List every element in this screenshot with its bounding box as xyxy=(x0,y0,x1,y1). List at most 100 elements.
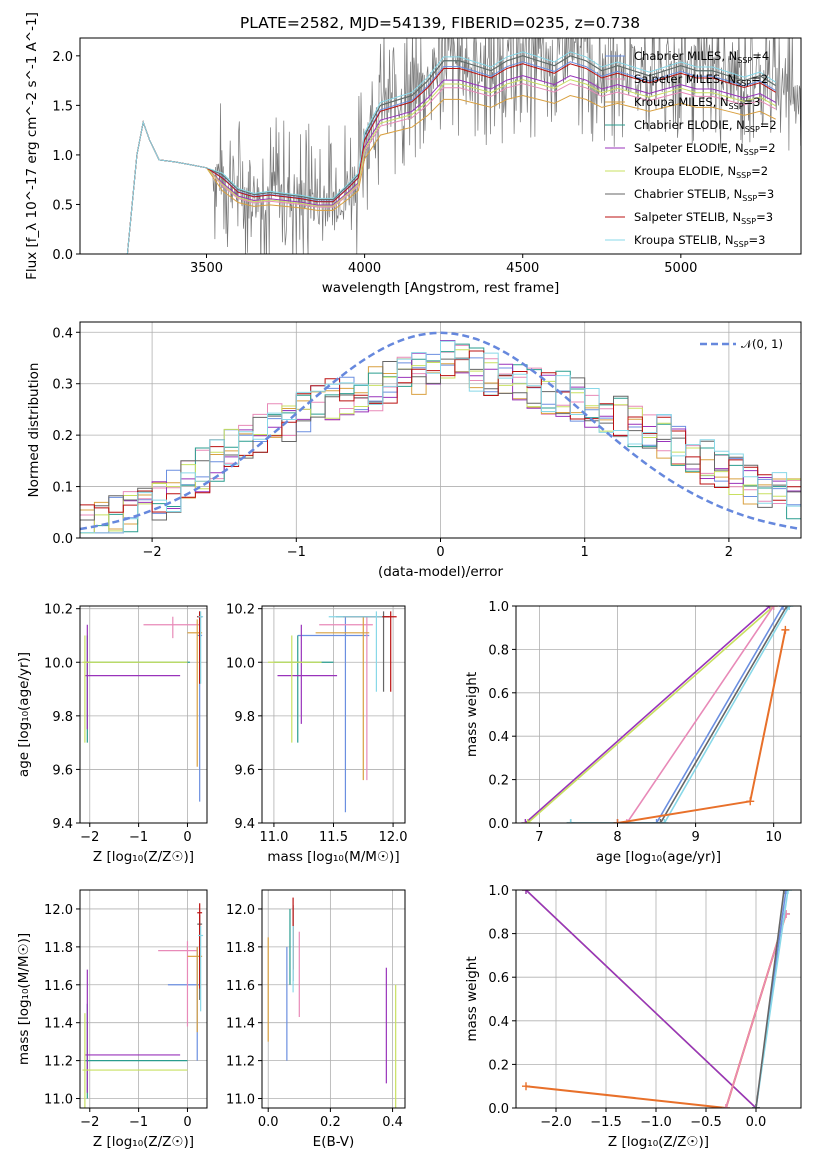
y-tick-label: 11.6 xyxy=(226,979,255,994)
mass_vs_z-plot xyxy=(82,903,204,1108)
y-tick-label: 0.8 xyxy=(488,643,509,658)
weight-marker-kroupa_stelib xyxy=(784,890,792,894)
axes-frame xyxy=(79,889,208,1109)
y-tick-label: 0.3 xyxy=(52,378,73,393)
legend-label-chabrier_miles: Chabrier MILES, NSSP=4 xyxy=(634,49,769,65)
residuals-axes: −2 −1 0 1 2 0.0 0.1 0.2 0.3 0.4 (data-model)/error… xyxy=(26,321,802,580)
y-tick-label: 0.0 xyxy=(488,817,509,832)
x-tick-label: −1.0 xyxy=(640,1115,672,1130)
y-tick-label: 10.0 xyxy=(226,656,255,671)
x-tick-label: −1 xyxy=(287,545,306,560)
x-tick-label: 11.0 xyxy=(259,830,288,845)
histogram-kroupa_stelib xyxy=(80,340,801,534)
x-axis-label: wavelength [Angstrom, rest frame] xyxy=(322,280,560,296)
y-tick-label: 9.4 xyxy=(52,817,73,832)
x-tick-label: −1 xyxy=(129,830,148,845)
y-tick-label: 11.0 xyxy=(226,1093,255,1108)
legend-label-chabrier_stelib: Chabrier STELIB, NSSP=3 xyxy=(634,187,774,203)
x-tick-label: 0.2 xyxy=(320,1115,341,1130)
y-tick-label: 0.0 xyxy=(488,1102,509,1117)
weight-line-orange xyxy=(617,629,787,823)
weight-marker-salpeter_miles xyxy=(622,819,631,823)
weight-marker-chabrier_miles xyxy=(779,606,788,610)
weight-marker-salpeter_miles xyxy=(722,1104,730,1108)
weight-marker-chabrier_miles xyxy=(782,890,790,894)
mass_vs_z-axes: −2 −1 0 11.0 11.2 11.4 11.6 11.8 12.0 Z [log₁₀(Z/… xyxy=(16,889,208,1150)
y-tick-label: 0.8 xyxy=(488,928,509,943)
x-tick-label: 0 xyxy=(183,1115,191,1130)
y-axis-label: age [log₁₀(age/yr)] xyxy=(16,652,32,777)
legend-label-kroupa_stelib: Kroupa STELIB, NSSP=3 xyxy=(634,233,765,249)
axes-frame xyxy=(79,37,802,255)
x-tick-label: 10 xyxy=(765,830,782,845)
y-tick-label: 1.0 xyxy=(52,149,73,164)
y-axis-label: mass [log₁₀(M/M☉)] xyxy=(16,933,32,1065)
x-tick-label: 4500 xyxy=(506,261,539,276)
weight-line-chabrier_stelib xyxy=(755,890,785,1108)
y-axis-label: mass weight xyxy=(464,956,480,1041)
observed-spectrum xyxy=(212,38,801,254)
mw_vs_age-axes: 7 8 9 10 0.0 0.2 0.4 0.6 0.8 1.0 age [log₁₀(age/yr… xyxy=(464,600,802,865)
y-tick-label: 9.4 xyxy=(234,817,255,832)
y-tick-label: 11.4 xyxy=(226,1017,255,1032)
legend-label-chabrier_elodie: Chabrier ELODIE, NSSP=2 xyxy=(634,118,777,134)
mw_vs_z-plot xyxy=(522,890,792,1108)
y-tick-label: 11.4 xyxy=(44,1017,73,1032)
y-tick-label: 11.8 xyxy=(44,941,73,956)
spectrum-axes: 3500 4000 4500 5000 0.0 0.5 1.0 1.5 2.0 wavelengt… xyxy=(24,12,802,296)
x-axis-label: mass [log₁₀(M/M☉)] xyxy=(267,849,399,865)
legend-label-kroupa_elodie: Kroupa ELODIE, NSSP=2 xyxy=(634,164,768,180)
y-tick-label: 10.2 xyxy=(44,603,73,618)
x-axis-label: age [log₁₀(age/yr)] xyxy=(596,849,721,865)
y-tick-label: 9.8 xyxy=(52,710,73,725)
weight-marker-salpeter_elodie xyxy=(521,819,530,823)
x-tick-label: 0 xyxy=(436,545,444,560)
mw_vs_z-axes: −2.0 −1.5 −1.0 −0.5 0.0 0.0 0.2 0.4 0.6 0.8 1.0 Z [… xyxy=(464,884,802,1150)
x-tick-label: −2 xyxy=(80,830,99,845)
y-tick-label: 1.5 xyxy=(52,99,73,114)
legend-label-salpeter_miles: Salpeter MILES, NSSP=2 xyxy=(634,72,768,88)
y-tick-label: 11.0 xyxy=(44,1093,73,1108)
y-axis-label: Normed distribution xyxy=(26,363,42,498)
weight-marker-kroupa_stelib xyxy=(785,606,794,610)
y-tick-label: 0.4 xyxy=(488,730,509,745)
axes-frame xyxy=(515,605,802,824)
x-tick-label: 9 xyxy=(691,830,699,845)
normal-curve xyxy=(80,331,801,531)
y-tick-label: 0.1 xyxy=(52,481,73,496)
age_vs_z-plot xyxy=(82,611,204,802)
y-tick-label: 9.6 xyxy=(52,763,73,778)
y-tick-label: 2.0 xyxy=(52,50,73,65)
weight-marker-orange xyxy=(522,1082,530,1091)
age_vs_mass-plot xyxy=(267,611,397,813)
weight-marker-orange xyxy=(781,625,790,634)
x-tick-label: 12.0 xyxy=(379,830,408,845)
weight-marker-orange xyxy=(746,797,755,806)
x-axis-label: Z [log₁₀(Z/Z☉)] xyxy=(93,849,194,865)
weight-line-salpeter_elodie xyxy=(525,890,757,1108)
y-tick-label: 11.8 xyxy=(226,941,255,956)
y-tick-label: 0.6 xyxy=(488,687,509,702)
y-tick-label: 0.0 xyxy=(52,532,73,547)
weight-marker-chabrier_stelib xyxy=(752,1104,760,1108)
x-tick-label: 2 xyxy=(725,545,733,560)
x-tick-label: 0.4 xyxy=(382,1115,403,1130)
y-tick-label: 11.2 xyxy=(44,1055,73,1070)
age_vs_mass-axes: 11.0 11.5 12.0 9.4 9.6 9.8 10.0 10.2 mass [log₁₀… xyxy=(226,603,408,865)
y-tick-label: 0.2 xyxy=(488,774,509,789)
y-tick-label: 0.0 xyxy=(52,248,73,263)
legend-label-normal: 𝒩(0, 1) xyxy=(741,337,783,351)
x-tick-label: 11.5 xyxy=(319,830,348,845)
x-tick-label: −2.0 xyxy=(540,1115,572,1130)
weight-marker-chabrier_stelib xyxy=(656,819,665,823)
x-tick-label: −1 xyxy=(129,1115,148,1130)
axes-frame xyxy=(261,889,406,1109)
axes-frame xyxy=(79,605,208,824)
weight-line-salpeter_elodie xyxy=(524,606,771,823)
y-axis-label: Flux [f_λ 10^-17 erg cm^-2 s^-1 A^-1] xyxy=(24,12,40,280)
mw_vs_age-plot xyxy=(521,606,794,823)
x-axis-label: Z [log₁₀(Z/Z☉)] xyxy=(93,1134,194,1150)
y-tick-label: 12.0 xyxy=(44,903,73,918)
weight-line-chabrier_stelib xyxy=(570,606,788,823)
x-tick-label: 7 xyxy=(535,830,543,845)
